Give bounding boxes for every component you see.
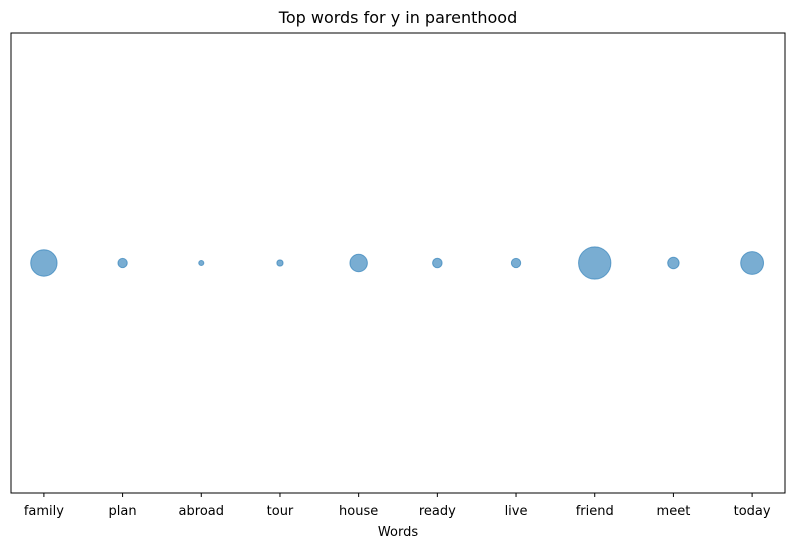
scatter-point-tour <box>276 259 284 267</box>
scatter-point-abroad <box>198 259 205 267</box>
scatter-point-today <box>740 251 765 275</box>
x-tick-label-house: house <box>339 504 378 519</box>
x-tick-label-tour: tour <box>267 504 294 519</box>
x-tick-label-abroad: abroad <box>179 504 224 519</box>
scatter-point-friend <box>578 246 612 280</box>
scatter-point-plan <box>117 257 128 269</box>
x-tick-label-meet: meet <box>657 504 691 519</box>
x-axis-ticks: family plan abroad tour house ready live friend… <box>24 493 771 519</box>
plot-area <box>10 32 786 494</box>
x-tick-label-today: today <box>734 504 771 519</box>
scatter-point-meet <box>667 256 680 270</box>
scatter-point-house <box>349 253 368 273</box>
x-tick-label-plan: plan <box>109 504 137 519</box>
x-tick-label-family: family <box>24 504 64 519</box>
scatter-point-live <box>510 257 522 269</box>
chart-title: Top words for y in parenthood <box>278 8 517 27</box>
x-tick-label-ready: ready <box>419 504 456 519</box>
data-points <box>30 246 765 280</box>
scatter-point-ready <box>432 257 443 269</box>
x-axis-label: Words <box>378 525 418 540</box>
x-tick-label-live: live <box>505 504 528 519</box>
scatter-point-family <box>30 249 58 277</box>
x-tick-label-friend: friend <box>576 504 614 519</box>
